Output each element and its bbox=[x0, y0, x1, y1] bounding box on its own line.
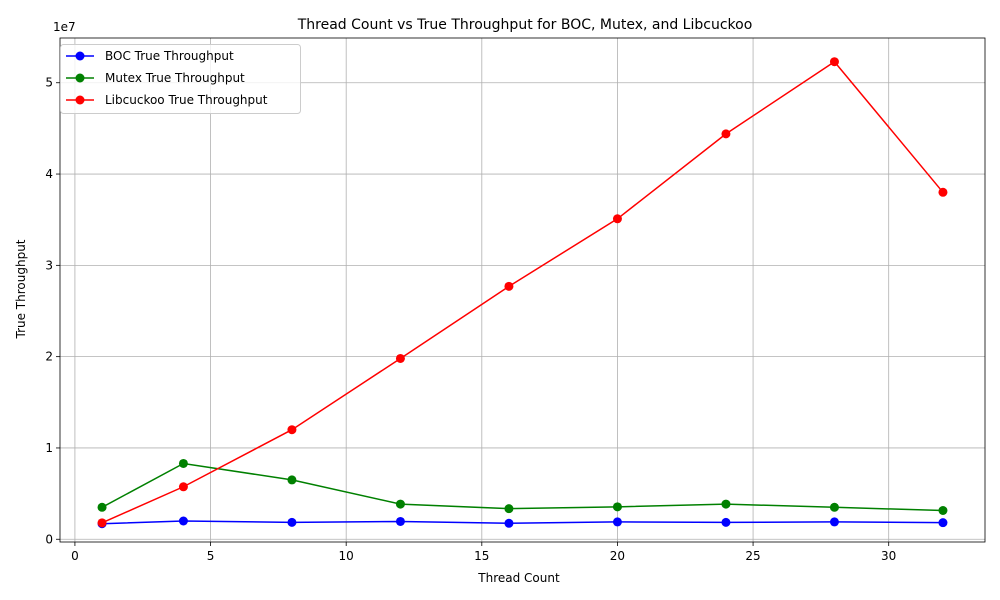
x-axis-label: Thread Count bbox=[477, 571, 560, 585]
legend-label-2: Libcuckoo True Throughput bbox=[105, 93, 268, 107]
series-1-point-5 bbox=[612, 502, 622, 512]
y-tick-label-2: 2 bbox=[45, 350, 53, 364]
series-1-point-7 bbox=[829, 502, 839, 512]
series-1-point-2 bbox=[287, 475, 297, 485]
x-tick-label-4: 20 bbox=[610, 549, 625, 563]
series-2-point-4 bbox=[504, 281, 514, 291]
series-2-point-3 bbox=[395, 353, 405, 363]
series-2-point-1 bbox=[178, 482, 188, 492]
series-2-point-8 bbox=[938, 187, 948, 197]
series-1-point-0 bbox=[97, 502, 107, 512]
series-0-point-7 bbox=[829, 517, 839, 527]
x-tick-label-0: 0 bbox=[71, 549, 79, 563]
y-tick-label-5: 5 bbox=[45, 76, 53, 90]
series-0-point-1 bbox=[178, 516, 188, 526]
series-1-point-1 bbox=[178, 458, 188, 468]
legend-marker-1 bbox=[75, 73, 85, 83]
legend-marker-0 bbox=[75, 51, 85, 61]
series-0-point-8 bbox=[938, 518, 948, 528]
series-2-point-5 bbox=[612, 214, 622, 224]
series-2-point-0 bbox=[97, 518, 107, 528]
series-1-point-3 bbox=[395, 499, 405, 509]
x-tick-label-3: 15 bbox=[474, 549, 489, 563]
series-0-point-3 bbox=[395, 516, 405, 526]
x-tick-label-5: 25 bbox=[745, 549, 760, 563]
y-tick-label-1: 1 bbox=[45, 441, 53, 455]
series-2-point-2 bbox=[287, 425, 297, 435]
x-tick-label-2: 10 bbox=[339, 549, 354, 563]
legend-marker-2 bbox=[75, 95, 85, 105]
series-0-point-6 bbox=[721, 517, 731, 527]
legend: BOC True Throughput Mutex True Throughput… bbox=[60, 44, 301, 114]
y-tick-label-4: 4 bbox=[45, 167, 53, 181]
series-0-point-4 bbox=[504, 518, 514, 528]
x-tick-label-6: 30 bbox=[881, 549, 896, 563]
y-tick-label-0: 0 bbox=[45, 532, 53, 546]
legend-box bbox=[60, 44, 301, 114]
series-0-point-5 bbox=[612, 517, 622, 527]
series-2-point-6 bbox=[721, 129, 731, 139]
series-1-point-4 bbox=[504, 504, 514, 514]
series-1-point-8 bbox=[938, 506, 948, 515]
chart-title: Thread Count vs True Throughput for BOC,… bbox=[297, 17, 753, 33]
plot-frame bbox=[59, 37, 986, 543]
legend-label-0: BOC True Throughput bbox=[105, 49, 234, 63]
y-axis-label: True Throughput bbox=[14, 239, 28, 339]
series-2-point-7 bbox=[829, 57, 839, 67]
series-0-point-2 bbox=[287, 517, 297, 527]
y-axis-offset-text: 1e7 bbox=[53, 20, 76, 34]
legend-label-1: Mutex True Throughput bbox=[105, 71, 245, 85]
x-tick-label-1: 5 bbox=[207, 549, 215, 563]
series-1-point-6 bbox=[721, 499, 731, 509]
y-tick-label-3: 3 bbox=[45, 258, 53, 272]
plot-area: 0 5 10 15 20 25 30 0 1 2 3 4 5 BOC True Throughput Mut… bbox=[45, 37, 986, 563]
